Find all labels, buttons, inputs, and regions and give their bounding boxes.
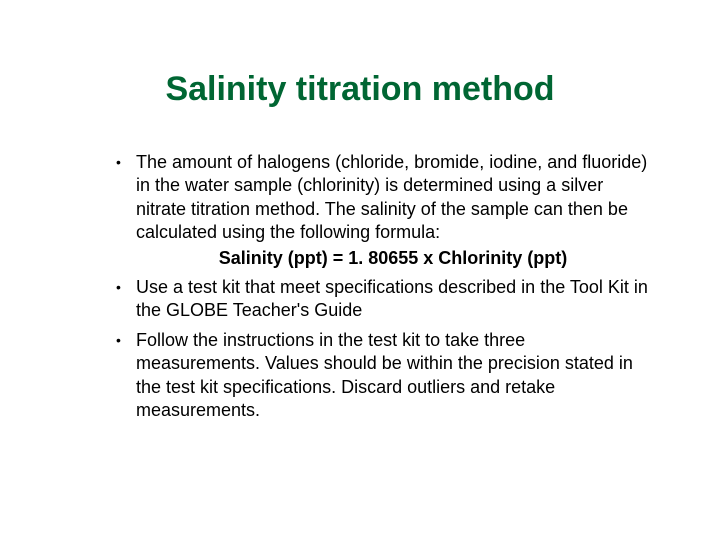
bullet-text: Follow the instructions in the test kit …	[136, 330, 633, 420]
bullet-item: Use a test kit that meet specifications …	[116, 276, 650, 323]
bullet-item: The amount of halogens (chloride, bromid…	[116, 151, 650, 270]
bullet-text: Use a test kit that meet specifications …	[136, 277, 648, 320]
bullet-text: The amount of halogens (chloride, bromid…	[136, 152, 647, 242]
slide: Salinity titration method The amount of …	[0, 0, 720, 540]
bullet-list: The amount of halogens (chloride, bromid…	[70, 151, 650, 422]
slide-title: Salinity titration method	[70, 70, 650, 109]
formula-text: Salinity (ppt) = 1. 80655 x Chlorinity (…	[136, 247, 650, 270]
bullet-item: Follow the instructions in the test kit …	[116, 329, 650, 423]
